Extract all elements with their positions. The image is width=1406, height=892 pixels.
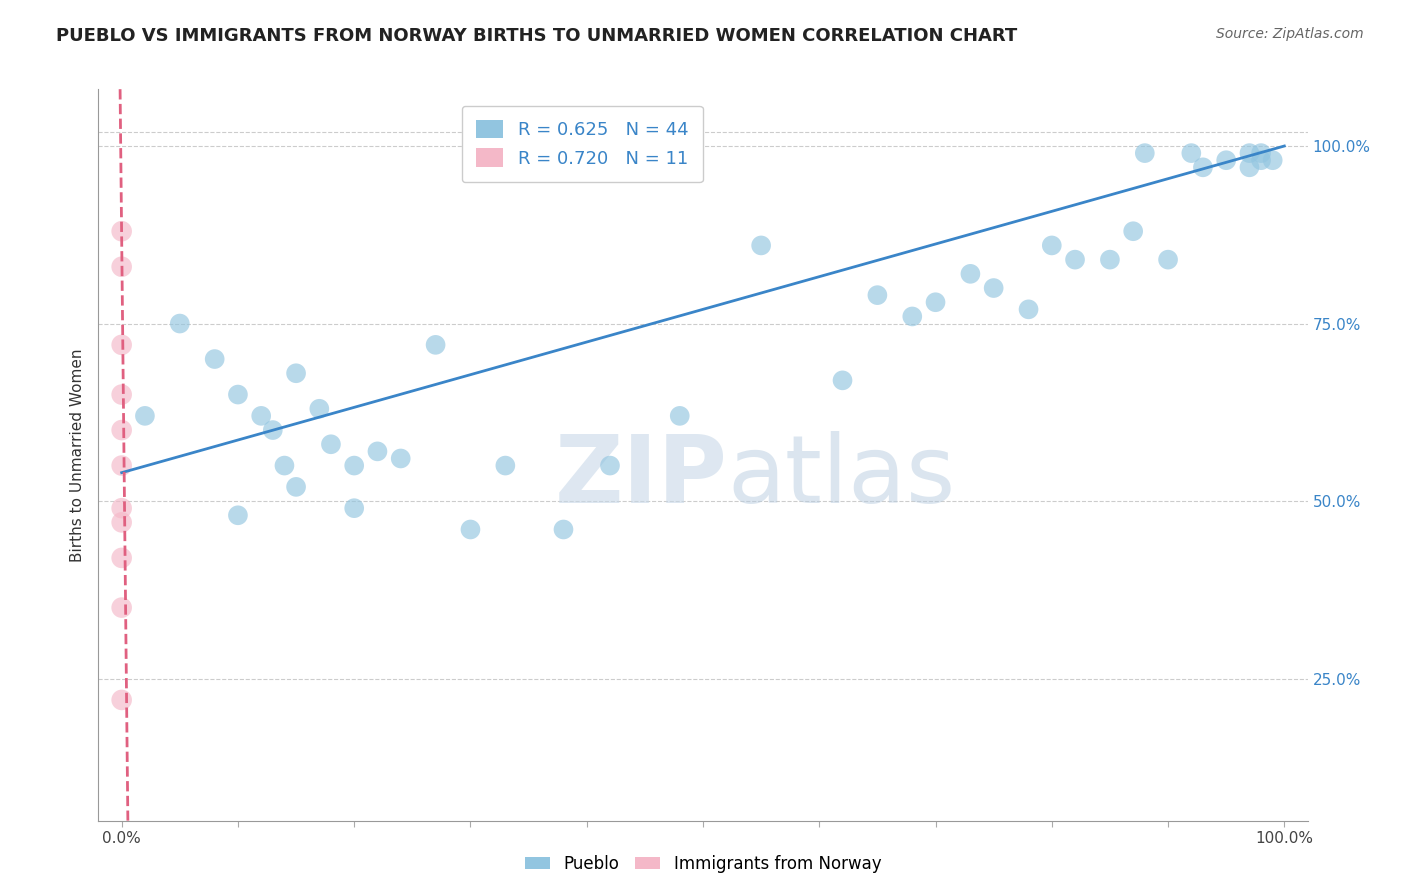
Point xyxy=(111,516,134,530)
Point xyxy=(169,317,191,331)
Point xyxy=(1239,146,1261,161)
Text: Source: ZipAtlas.com: Source: ZipAtlas.com xyxy=(1216,27,1364,41)
Point xyxy=(226,508,249,523)
Point xyxy=(1133,146,1156,161)
Legend: R = 0.625   N = 44, R = 0.720   N = 11: R = 0.625 N = 44, R = 0.720 N = 11 xyxy=(461,105,703,182)
Point xyxy=(308,401,330,416)
Point xyxy=(668,409,690,423)
Point xyxy=(111,693,134,707)
Point xyxy=(1018,302,1040,317)
Point xyxy=(250,409,273,423)
Point xyxy=(111,387,134,401)
Point xyxy=(924,295,946,310)
Text: ZIP: ZIP xyxy=(554,431,727,523)
Point xyxy=(1250,153,1272,168)
Point xyxy=(1098,252,1121,267)
Point xyxy=(111,550,134,565)
Point xyxy=(343,501,366,516)
Point xyxy=(111,260,134,274)
Text: atlas: atlas xyxy=(727,431,956,523)
Point xyxy=(1122,224,1144,238)
Point xyxy=(285,366,308,380)
Point xyxy=(1261,153,1284,168)
Point xyxy=(111,338,134,352)
Point xyxy=(599,458,621,473)
Point xyxy=(1239,161,1261,175)
Point xyxy=(319,437,342,451)
Point xyxy=(866,288,889,302)
Point xyxy=(901,310,924,324)
Point xyxy=(1157,252,1180,267)
Point xyxy=(134,409,156,423)
Point xyxy=(749,238,772,252)
Point xyxy=(1064,252,1087,267)
Point xyxy=(111,501,134,516)
Point xyxy=(262,423,284,437)
Point xyxy=(285,480,308,494)
Point xyxy=(343,458,366,473)
Point xyxy=(983,281,1005,295)
Point xyxy=(273,458,295,473)
Point xyxy=(226,387,249,401)
Point xyxy=(389,451,412,466)
Point xyxy=(1215,153,1237,168)
Point xyxy=(111,458,134,473)
Point xyxy=(204,352,226,367)
Point xyxy=(366,444,388,458)
Legend: Pueblo, Immigrants from Norway: Pueblo, Immigrants from Norway xyxy=(517,848,889,880)
Point xyxy=(425,338,447,352)
Text: PUEBLO VS IMMIGRANTS FROM NORWAY BIRTHS TO UNMARRIED WOMEN CORRELATION CHART: PUEBLO VS IMMIGRANTS FROM NORWAY BIRTHS … xyxy=(56,27,1018,45)
Point xyxy=(553,523,575,537)
Point xyxy=(1180,146,1202,161)
Point xyxy=(1250,146,1272,161)
Y-axis label: Births to Unmarried Women: Births to Unmarried Women xyxy=(69,348,84,562)
Point xyxy=(111,600,134,615)
Point xyxy=(1192,161,1215,175)
Point xyxy=(494,458,516,473)
Point xyxy=(1040,238,1063,252)
Point xyxy=(111,224,134,238)
Point xyxy=(111,423,134,437)
Point xyxy=(959,267,981,281)
Point xyxy=(831,373,853,387)
Point xyxy=(460,523,482,537)
